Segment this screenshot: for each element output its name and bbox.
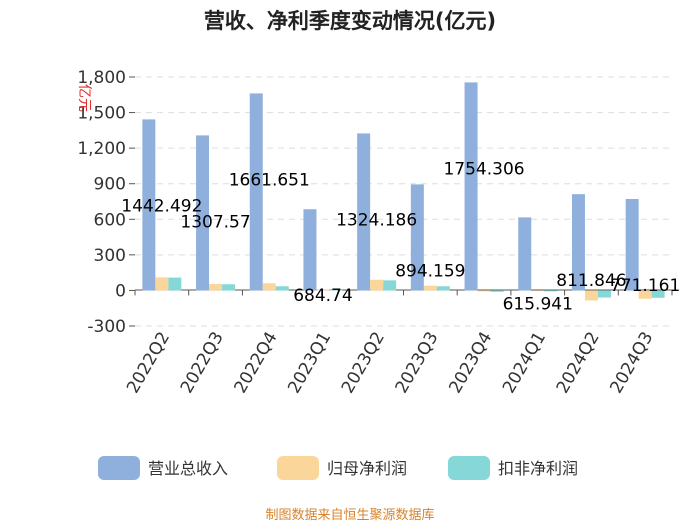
- gridlines: [135, 76, 672, 327]
- bar-value-label: 615.941: [503, 294, 573, 314]
- bar-deducted-net-profit: [168, 277, 182, 291]
- bar-revenue: [518, 217, 532, 291]
- bar-net-profit: [531, 290, 545, 291]
- bar-net-profit: [423, 285, 437, 291]
- bar-deducted-net-profit: [651, 290, 665, 298]
- x-tick-label: 2024Q2: [553, 329, 604, 397]
- bar-net-profit: [370, 279, 384, 291]
- x-tick-label: 2022Q2: [123, 329, 174, 397]
- bar-net-profit: [584, 290, 598, 301]
- x-axis-ticks: 2022Q2 2022Q3 2022Q4 2023Q1 2023Q2 2023Q3 2023…: [123, 290, 673, 397]
- bar-value-label: 1661.651: [229, 170, 310, 190]
- bar-deducted-net-profit: [490, 290, 504, 292]
- bar-net-profit: [155, 277, 169, 291]
- bar-value-label: 771.161: [610, 276, 680, 296]
- y-tick-label: 1,200: [77, 139, 126, 159]
- bar-value-label: 1442.492: [121, 196, 202, 216]
- bar-revenue: [142, 119, 156, 291]
- bar-revenue: [303, 209, 317, 291]
- bar-deducted-net-profit: [544, 290, 558, 292]
- legend-label: 扣非净利润: [498, 459, 578, 478]
- legend-swatch: [277, 456, 319, 480]
- bar-revenue: [410, 184, 424, 291]
- bar-revenue: [357, 133, 371, 291]
- y-axis-label: 亿元: [76, 84, 92, 112]
- chart-title: 营收、净利季度变动情况(亿元): [204, 9, 496, 33]
- source-note: 制图数据来自恒生聚源数据库: [265, 507, 434, 523]
- bar-deducted-net-profit: [329, 289, 343, 291]
- x-tick-label: 2022Q4: [231, 329, 282, 397]
- bar-deducted-net-profit: [436, 286, 450, 291]
- legend-swatch: [98, 456, 140, 480]
- y-tick-label: -300: [87, 317, 126, 337]
- bar-revenue: [464, 82, 478, 291]
- bar-net-profit: [316, 289, 330, 291]
- y-tick-label: 1,500: [77, 104, 126, 124]
- bar-revenue: [196, 135, 210, 291]
- legend-label: 营业总收入: [148, 459, 228, 478]
- x-tick-label: 2023Q1: [284, 329, 335, 397]
- x-tick-label: 2023Q3: [392, 329, 443, 397]
- x-tick-label: 2024Q1: [499, 329, 550, 397]
- bar-value-label: 894.159: [395, 261, 465, 281]
- bar-deducted-net-profit: [222, 284, 236, 291]
- x-tick-label: 2023Q4: [445, 329, 496, 397]
- bar-deducted-net-profit: [597, 290, 611, 298]
- y-tick-label: 600: [94, 210, 126, 230]
- legend-label: 归母净利润: [327, 459, 407, 478]
- bars-group: [142, 82, 665, 301]
- bar-value-label: 684.74: [293, 286, 352, 306]
- x-tick-label: 2022Q3: [177, 329, 228, 397]
- x-tick-label: 2023Q2: [338, 329, 389, 397]
- bar-revenue: [571, 194, 585, 291]
- bar-net-profit: [638, 290, 652, 299]
- bar-value-label: 1754.306: [443, 159, 524, 179]
- bar-revenue: [249, 93, 263, 291]
- bar-deducted-net-profit: [383, 280, 397, 291]
- bar-net-profit: [209, 283, 223, 291]
- legend: 营业总收入 归母净利润 扣非净利润: [98, 456, 578, 480]
- y-tick-label: 300: [94, 246, 126, 266]
- bar-value-label: 1324.186: [336, 210, 417, 230]
- bar-value-label: 1307.57: [180, 212, 250, 232]
- bar-net-profit: [262, 283, 276, 291]
- bar-value-label: 811.846: [556, 271, 626, 291]
- bar-net-profit: [477, 290, 491, 292]
- bar-revenue: [625, 198, 639, 291]
- y-tick-label: 1,800: [77, 68, 126, 88]
- y-axis-ticks: -300 0 300 600 900 1,200 1,500 1,800: [77, 68, 135, 337]
- x-tick-label: 2024Q3: [606, 329, 657, 397]
- legend-swatch: [448, 456, 490, 480]
- bar-deducted-net-profit: [275, 286, 289, 291]
- y-tick-label: 900: [94, 175, 126, 195]
- y-tick-label: 0: [115, 281, 126, 301]
